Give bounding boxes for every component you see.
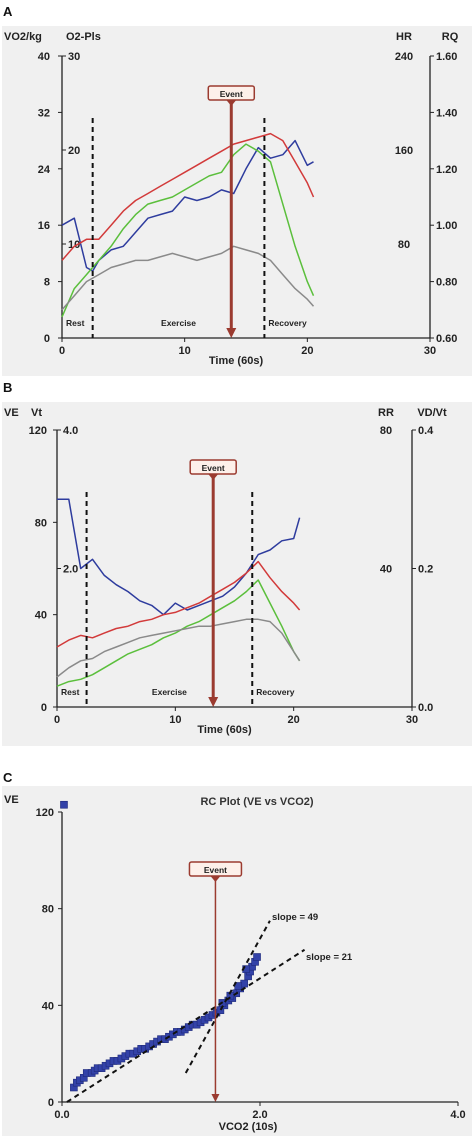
panel-a-x-tick-label: 10: [179, 345, 191, 357]
panel-b-right-tick-label: 80: [380, 425, 392, 437]
panel-b-right-tick-label: 40: [380, 564, 392, 576]
panel-c: C: [2, 770, 472, 1136]
panel-b-left-tick-label: 80: [35, 517, 47, 529]
panel-b-phase-label: Rest: [61, 687, 80, 697]
panel-c-y-axis-label: VE: [4, 794, 19, 806]
panel-b-x-axis-label: Time (60s): [197, 724, 252, 736]
panel-b-chart: 0 10 20 30 Time (60s) 0 40 80 120 VE 2.0 4.0 Vt 40 80 R…: [4, 407, 447, 736]
panel-b: B: [2, 380, 472, 746]
panel-c-x-tick-label: 2.0: [252, 1109, 267, 1121]
chart-layer: 0 10 20 30 Time (60s) 0 8 16 24 32 40 VO2/kg 10 20 30 O…: [4, 31, 466, 1133]
panel-b-right2-tick-label: 0.2: [418, 564, 433, 576]
panel-b-phase-label: Exercise: [152, 687, 187, 697]
panel-a-left-tick-label: 8: [44, 277, 50, 289]
panel-a-left-tick-label: 16: [38, 220, 50, 232]
panel-a-letter: A: [3, 4, 13, 19]
panel-a-x-tick-label: 0: [59, 345, 65, 357]
panel-c-slope-line: [66, 948, 306, 1103]
panel-c-y-tick-label: 120: [36, 807, 54, 819]
panel-b-background: [2, 402, 472, 746]
panel-a-left-tick-label: 40: [38, 51, 50, 63]
panel-c-event-arrowhead: [211, 1094, 220, 1102]
panel-a-left-axis-label-1: VO2/kg: [4, 31, 42, 43]
panel-b-left-axis-label-1: VE: [4, 407, 19, 419]
panel-a-left2-tick-label: 20: [68, 145, 80, 157]
panel-c-letter: C: [3, 770, 13, 785]
panel-a-series-red-line: [61, 132, 315, 261]
panel-b-left-tick-label: 0: [41, 702, 47, 714]
panel-a-background: [2, 26, 472, 376]
panel-c-event-label: Event: [204, 865, 227, 875]
panel-c-chart: 0 40 80 120 0.0 2.0 4.0 VE VCO2 (10s) RC Plot (VE…: [4, 794, 466, 1133]
panel-b-x-tick-label: 30: [406, 714, 418, 726]
panel-a-left-tick-label: 0: [44, 333, 50, 345]
panel-c-slope-annotation-49: slope = 49: [272, 912, 318, 923]
panel-a-right2-tick-label: 1.20: [436, 164, 457, 176]
panel-a-series-gray-line: [61, 245, 315, 311]
panel-b-left-tick-label: 40: [35, 610, 47, 622]
panel-a-phase-label: Rest: [66, 318, 85, 328]
panel-c-event-box-pointer: [210, 876, 221, 882]
panel-b-left2-tick-label: 4.0: [63, 425, 78, 437]
panel-a-left2-tick-label: 30: [68, 51, 80, 63]
panel-b-series-blue-line: [57, 498, 301, 616]
panel-a-right2-tick-label: 0.60: [436, 333, 457, 345]
panel-a-left-tick-label: 24: [38, 164, 51, 176]
panel-a-left-axis-label-2: O2-Pls: [66, 31, 101, 43]
panel-c-background: [2, 786, 472, 1136]
panel-b-event-label: Event: [202, 463, 225, 473]
panel-b-x-tick-label: 0: [54, 714, 60, 726]
panel-a-event-label: Event: [220, 89, 243, 99]
panel-a-right-axis-label-2: RQ: [442, 31, 459, 43]
panel-b-right-axis-label-2: VD/Vt: [417, 407, 447, 419]
panel-c-data-point: [60, 800, 68, 809]
panel-a-left2-tick-label: 10: [68, 239, 80, 251]
panel-b-event-arrowhead: [208, 697, 219, 707]
panel-c-x-tick-label: 0.0: [54, 1109, 69, 1121]
panel-a-right2-tick-label: 1.40: [436, 107, 457, 119]
panel-b-x-tick-label: 20: [288, 714, 300, 726]
panel-a-right-tick-label: 80: [398, 239, 410, 251]
panel-b-left-axis-label-2: Vt: [31, 407, 42, 419]
panel-b-right-axis-label-1: RR: [378, 407, 394, 419]
panel-a-right2-tick-label: 1.00: [436, 220, 457, 232]
panel-c-data-point: [253, 953, 261, 961]
panel-c-x-tick-label: 4.0: [450, 1109, 465, 1121]
panel-b-right2-tick-label: 0.0: [418, 702, 433, 714]
panel-c-y-tick-label: 40: [42, 1000, 54, 1012]
panel-b-event-box-pointer: [208, 474, 219, 480]
panel-c-x-axis-label: VCO2 (10s): [219, 1121, 278, 1133]
panel-b-phase-label: Recovery: [256, 687, 295, 697]
panel-a-event-arrowhead: [226, 328, 237, 338]
panel-a-left-tick-label: 32: [38, 107, 50, 119]
panel-a-right2-tick-label: 0.80: [436, 277, 457, 289]
panel-a-x-tick-label: 30: [424, 345, 436, 357]
panel-b-series-red-line: [56, 560, 301, 648]
panel-a-event-box-pointer: [226, 100, 237, 106]
panel-a: A: [2, 4, 472, 376]
panel-a-phase-label: Exercise: [161, 318, 196, 328]
panel-a-right2-tick-label: 1.60: [436, 51, 457, 63]
panel-b-right2-tick-label: 0.4: [418, 425, 434, 437]
panel-a-right-axis-label-1: HR: [396, 31, 412, 43]
panel-a-phase-label: Recovery: [268, 318, 307, 328]
panel-b-letter: B: [3, 380, 12, 395]
panel-b-left-tick-label: 120: [29, 425, 47, 437]
panel-c-slope-line: [184, 920, 271, 1074]
panel-a-right-tick-label: 160: [395, 145, 413, 157]
panel-b-left2-tick-label: 2.0: [63, 564, 78, 576]
panel-b-series-gray-line: [56, 618, 301, 678]
panel-a-series-green-line: [61, 143, 315, 318]
panel-c-y-tick-label: 0: [48, 1097, 54, 1109]
panel-a-x-tick-label: 20: [301, 345, 313, 357]
panel-a-series-blue-line: [61, 139, 314, 272]
panel-c-y-tick-label: 80: [42, 904, 54, 916]
panel-b-x-tick-label: 10: [169, 714, 181, 726]
panel-a-x-axis-label: Time (60s): [209, 355, 264, 367]
panel-a-right-tick-label: 240: [395, 51, 413, 63]
panel-c-chart-title: RC Plot (VE vs VCO2): [200, 796, 313, 808]
panel-c-slope-annotation-21: slope = 21: [306, 952, 353, 963]
panel-a-chart: 0 10 20 30 Time (60s) 0 8 16 24 32 40 VO2/kg 10 20 30 O…: [4, 31, 459, 367]
